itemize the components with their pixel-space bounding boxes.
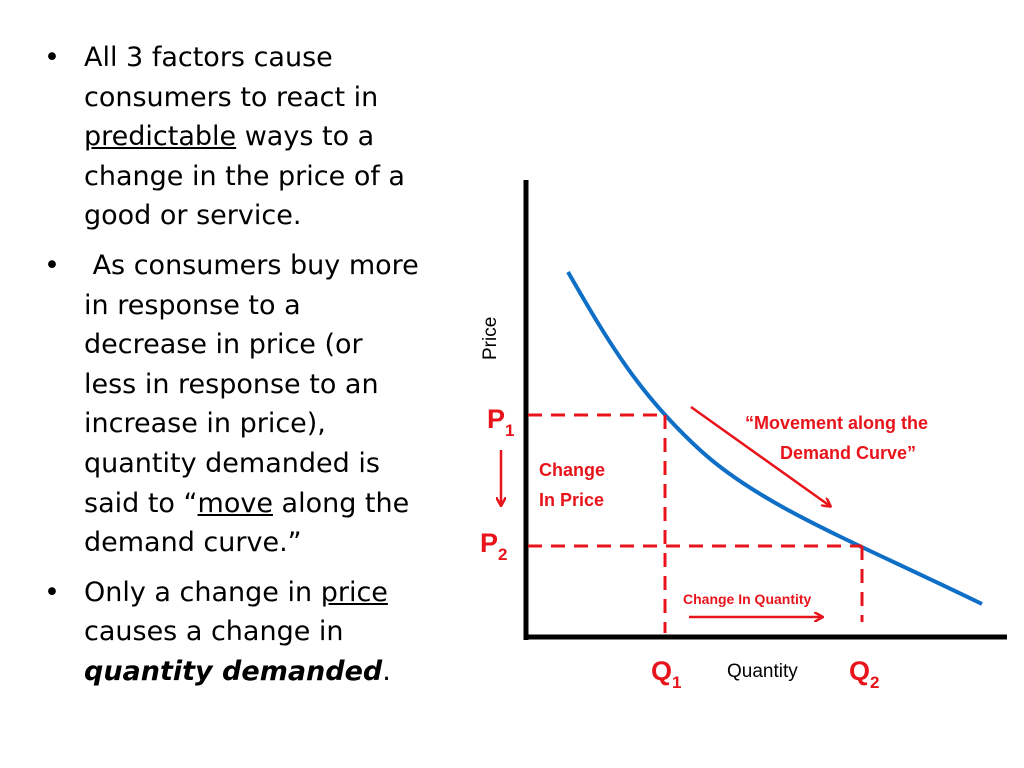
text: As consumers buy more	[84, 249, 419, 281]
text: demand curve.”	[84, 527, 302, 559]
text: increase in price),	[84, 408, 326, 440]
text: causes a change in	[84, 616, 344, 648]
change-in-price-label: Change In Price	[539, 460, 605, 510]
bullet-item-2: • As consumers buy more in response to a…	[40, 246, 470, 563]
bullet-icon: •	[44, 576, 60, 608]
q2-label: Q2	[849, 656, 879, 692]
text: in response to a	[84, 289, 301, 321]
change-in-quantity-label: Change In Quantity	[683, 591, 812, 607]
bold-italic-text: quantity demanded	[84, 655, 383, 687]
underlined-text: predictable	[84, 121, 237, 153]
text: said to “	[84, 487, 198, 519]
text: quantity demanded is	[84, 447, 380, 479]
p1-label: P1	[487, 404, 514, 440]
movement-label: “Movement along the Demand Curve”	[745, 413, 928, 463]
bullet-item-1: • All 3 factors cause consumers to react…	[40, 38, 470, 236]
bullet-list: • All 3 factors cause consumers to react…	[40, 38, 470, 702]
text: change in the price of a	[84, 160, 405, 192]
text: All 3 factors cause	[84, 42, 333, 73]
bullet-icon: •	[44, 249, 60, 281]
text: consumers to react in	[84, 81, 379, 113]
bullet-icon: •	[44, 42, 60, 73]
y-axis-label: Price	[480, 317, 501, 360]
text: along the	[272, 487, 410, 519]
movement-arrow	[690, 405, 830, 506]
text: Only a change in	[84, 576, 321, 608]
text: .	[382, 655, 391, 687]
text: decrease in price (or	[84, 329, 363, 361]
q1-label: Q1	[651, 656, 681, 692]
text: ways to a	[236, 121, 375, 153]
demand-curve	[566, 271, 983, 606]
underlined-text: price	[320, 576, 388, 608]
bullet-item-3: • Only a change in price causes a change…	[40, 573, 470, 692]
text: good or service.	[84, 200, 302, 232]
text: less in response to an	[84, 368, 379, 400]
p2-label: P2	[480, 528, 507, 564]
x-axis-label: Quantity	[727, 661, 798, 682]
underlined-text: move	[197, 487, 273, 519]
